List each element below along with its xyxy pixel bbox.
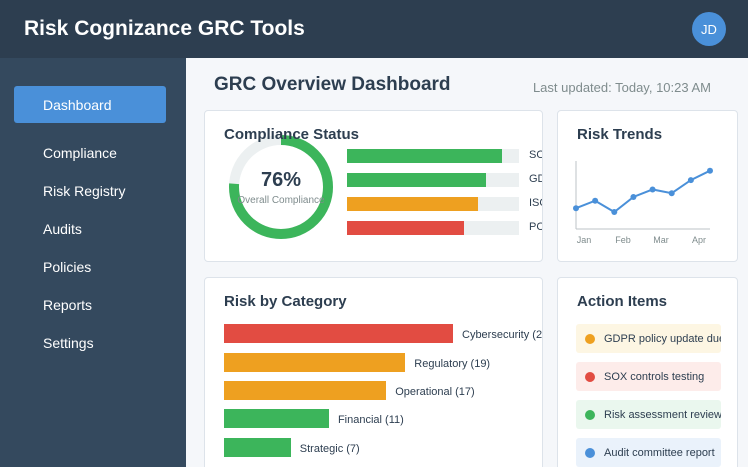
risk-category-bar [224, 438, 291, 457]
risk-trend-point [611, 208, 618, 215]
compliance-bar-track [347, 197, 519, 211]
trend-tick-label: Apr [692, 235, 706, 245]
compliance-status-card: Compliance Status 76% Overall Compliance… [204, 110, 543, 262]
risk-trend-point [687, 177, 694, 184]
risk-category-bar [224, 409, 329, 428]
risk-category-label: Financial (11) [337, 414, 404, 426]
sidebar-item-risk-registry[interactable]: Risk Registry [43, 182, 126, 199]
status-dot-icon [585, 372, 595, 382]
sidebar: Dashboard Compliance Risk Registry Audit… [0, 58, 186, 467]
risk-category-label: Operational (17) [395, 386, 475, 398]
sidebar-item-settings[interactable]: Settings [43, 334, 94, 351]
status-dot-icon [585, 448, 595, 458]
main-content: GRC Overview Dashboard Last updated: Tod… [186, 58, 748, 467]
last-updated: Last updated: Today, 10:23 AM [532, 80, 711, 95]
sidebar-item-policies[interactable]: Policies [43, 258, 92, 275]
user-avatar[interactable]: JD [692, 12, 726, 46]
action-item[interactable]: GDPR policy update due [576, 324, 721, 353]
compliance-bar-fill [347, 197, 478, 211]
page-title: GRC Overview Dashboard [214, 74, 451, 95]
risk-trend-point [707, 167, 713, 174]
compliance-bar-fill [347, 221, 464, 235]
trend-tick-label: Mar [653, 235, 669, 245]
action-items-card: Action Items GDPR policy update due SOX … [557, 277, 738, 467]
risk-trend-chart: Jan Feb Mar Apr [573, 161, 713, 245]
risk-category-label: Strategic (7) [299, 443, 360, 455]
risk-trends-title: Risk Trends [577, 126, 663, 143]
risk-trend-point [592, 197, 599, 204]
risk-category-bar [224, 381, 387, 400]
risk-category-label: Cybersecurity (24) [462, 329, 543, 341]
compliance-bar-fill [347, 149, 502, 163]
donut-arc [229, 135, 333, 239]
risk-trends-card: Risk Trends Jan Feb Mar Apr [557, 110, 738, 262]
compliance-bar-label: ISO 27001 [529, 197, 542, 209]
sidebar-item-audits[interactable]: Audits [43, 220, 82, 237]
app-title: Risk Cognizance GRC Tools [24, 17, 305, 40]
overall-compliance-value: 76% [260, 169, 302, 191]
action-item-label: SOX controls testing [604, 370, 705, 383]
risk-category-bar [224, 324, 453, 343]
compliance-bar-fill [347, 173, 487, 187]
risk-trend-point [573, 205, 579, 212]
compliance-bar-track [347, 149, 519, 163]
compliance-bar-label: GDPR Compliance [529, 173, 542, 185]
risk-trend-point [630, 193, 637, 200]
status-dot-icon [585, 410, 595, 420]
action-items-title: Action Items [577, 293, 668, 310]
compliance-bar-track [347, 221, 519, 235]
trend-tick-label: Feb [615, 235, 631, 245]
top-bar: Risk Cognizance GRC Tools JD [0, 0, 748, 58]
compliance-bar-label: PCI DSS [529, 221, 542, 233]
risk-trend-point [668, 190, 675, 197]
sidebar-item-reports[interactable]: Reports [43, 296, 93, 313]
action-item-label: GDPR policy update due [604, 332, 721, 345]
status-dot-icon [585, 334, 595, 344]
sidebar-item-dashboard[interactable]: Dashboard [14, 86, 166, 123]
sidebar-item-compliance[interactable]: Compliance [43, 144, 117, 161]
trend-tick-label: Jan [577, 235, 592, 245]
action-item[interactable]: Audit committee report [576, 438, 721, 467]
risk-by-category-card: Risk by Category Cybersecurity (24) Regu… [204, 277, 543, 467]
action-item-label: Risk assessment review [604, 408, 721, 421]
overall-compliance-label: Overall Compliance [237, 195, 325, 206]
compliance-bar-label: SOX Compliance [529, 149, 542, 161]
risk-trend-line [575, 169, 711, 214]
risk-category-label: Regulatory (19) [414, 358, 491, 370]
risk-trend-point [649, 186, 656, 193]
risk-category-bar [224, 353, 406, 372]
action-item[interactable]: SOX controls testing [576, 362, 721, 391]
compliance-donut [229, 135, 333, 239]
compliance-title: Compliance Status [224, 126, 360, 143]
compliance-bar-track [347, 173, 519, 187]
action-item-label: Audit committee report [604, 446, 715, 459]
action-item[interactable]: Risk assessment review [576, 400, 721, 429]
risk-category-title: Risk by Category [224, 293, 347, 310]
